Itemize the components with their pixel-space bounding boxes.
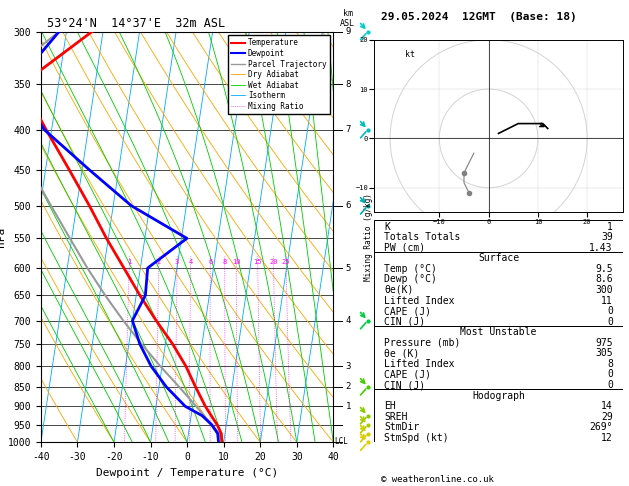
Text: SREH: SREH [384, 412, 408, 422]
Bar [374, 252, 623, 326]
Text: 10: 10 [232, 259, 240, 265]
Text: © weatheronline.co.uk: © weatheronline.co.uk [381, 474, 493, 484]
Legend: Temperature, Dewpoint, Parcel Trajectory, Dry Adiabat, Wet Adiabat, Isotherm, Mi: Temperature, Dewpoint, Parcel Trajectory… [228, 35, 330, 114]
Text: 0: 0 [607, 317, 613, 327]
Text: Hodograph: Hodograph [472, 391, 525, 400]
Text: 1: 1 [607, 222, 613, 232]
Text: Totals Totals: Totals Totals [384, 232, 460, 242]
Text: K: K [384, 222, 390, 232]
Text: 300: 300 [595, 285, 613, 295]
Text: 25: 25 [282, 259, 291, 265]
Text: θe (K): θe (K) [384, 348, 420, 358]
Text: 4: 4 [189, 259, 192, 265]
Text: 3: 3 [175, 259, 179, 265]
Text: Dewp (°C): Dewp (°C) [384, 275, 437, 284]
Text: Temp (°C): Temp (°C) [384, 264, 437, 274]
Text: Most Unstable: Most Unstable [460, 327, 537, 337]
Text: Surface: Surface [478, 253, 519, 263]
Text: Lifted Index: Lifted Index [384, 295, 455, 306]
Text: 1: 1 [346, 402, 351, 411]
Text: 0: 0 [607, 380, 613, 390]
Text: 9: 9 [346, 27, 351, 36]
Text: 4: 4 [346, 316, 351, 325]
Text: 8.6: 8.6 [595, 275, 613, 284]
Text: 15: 15 [253, 259, 262, 265]
Text: 0: 0 [607, 306, 613, 316]
Bar [374, 326, 623, 389]
X-axis label: Dewpoint / Temperature (°C): Dewpoint / Temperature (°C) [96, 468, 278, 478]
Text: 6: 6 [208, 259, 213, 265]
Text: CAPE (J): CAPE (J) [384, 369, 431, 380]
Text: Mixing Ratio (g/kg): Mixing Ratio (g/kg) [364, 193, 372, 281]
Text: CIN (J): CIN (J) [384, 380, 425, 390]
Text: 14: 14 [601, 401, 613, 411]
Text: 29: 29 [601, 412, 613, 422]
Text: 20: 20 [269, 259, 278, 265]
Text: 7: 7 [346, 125, 351, 134]
Bar [374, 221, 623, 252]
Text: 5: 5 [346, 263, 351, 273]
Text: 6: 6 [346, 201, 351, 210]
Text: 8: 8 [346, 80, 351, 88]
Text: 2: 2 [346, 382, 351, 391]
Text: 8: 8 [607, 359, 613, 369]
Text: kt: kt [405, 50, 415, 59]
Text: 53°24'N  14°37'E  32m ASL: 53°24'N 14°37'E 32m ASL [47, 17, 225, 31]
Text: 1: 1 [127, 259, 131, 265]
Text: km
ASL: km ASL [340, 9, 355, 28]
Text: Pressure (mb): Pressure (mb) [384, 338, 460, 348]
Text: LCL: LCL [335, 437, 348, 446]
Text: 0: 0 [607, 369, 613, 380]
Bar [374, 389, 623, 442]
Text: 1.43: 1.43 [589, 243, 613, 253]
Text: Lifted Index: Lifted Index [384, 359, 455, 369]
Text: StmDir: StmDir [384, 422, 420, 432]
Text: EH: EH [384, 401, 396, 411]
Text: 39: 39 [601, 232, 613, 242]
Y-axis label: hPa: hPa [0, 227, 6, 247]
Text: 11: 11 [601, 295, 613, 306]
Text: 975: 975 [595, 338, 613, 348]
Text: 2: 2 [157, 259, 161, 265]
Text: 12: 12 [601, 433, 613, 443]
Text: 29.05.2024  12GMT  (Base: 18): 29.05.2024 12GMT (Base: 18) [381, 12, 576, 22]
Text: CIN (J): CIN (J) [384, 317, 425, 327]
Text: PW (cm): PW (cm) [384, 243, 425, 253]
Text: 8: 8 [223, 259, 227, 265]
Text: 305: 305 [595, 348, 613, 358]
Text: 9.5: 9.5 [595, 264, 613, 274]
Text: 3: 3 [346, 362, 351, 371]
Text: CAPE (J): CAPE (J) [384, 306, 431, 316]
Text: 269°: 269° [589, 422, 613, 432]
Text: θe(K): θe(K) [384, 285, 414, 295]
Text: StmSpd (kt): StmSpd (kt) [384, 433, 449, 443]
